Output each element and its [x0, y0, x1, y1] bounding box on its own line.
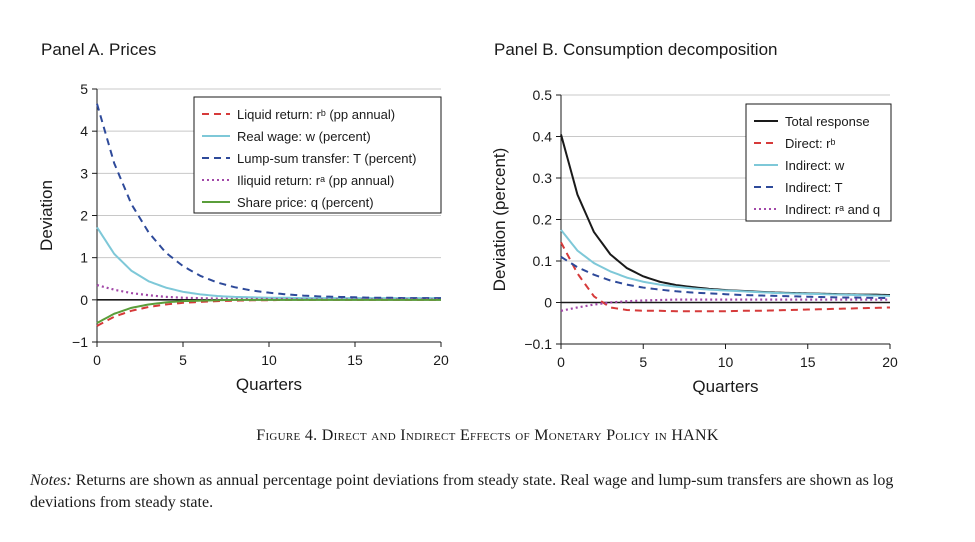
panel-b-xtick-label: 10 [718, 354, 734, 370]
panel-a-legend-entry: Lump-sum transfer: T (percent) [237, 151, 416, 166]
panel-a-ytick-label: 4 [80, 123, 88, 139]
panel-b-xtick-label: 5 [639, 354, 647, 370]
panel-a-legend-entry: Share price: q (percent) [237, 195, 374, 210]
panel-b-legend-entry: Direct: rᵇ [785, 136, 836, 151]
panel-b-xtick-label: 0 [557, 354, 565, 370]
caption-prefix: Figure 4. [256, 427, 318, 444]
figure-charts: −1 0 1 2 3 4 5 0 5 10 15 20 Quarters Deviation Liquid … [37, 81, 898, 396]
panel-a-ytick-label: 2 [80, 208, 88, 224]
panel-b-legend-entry: Indirect: rᵃ and q [785, 202, 880, 217]
panel-a-xtick-label: 5 [179, 352, 187, 368]
panel-a-xtick-label: 10 [261, 352, 277, 368]
panel-a-xtick-label: 0 [93, 352, 101, 368]
panel-a-legend-entry: Iliquid return: rᵃ (pp annual) [237, 173, 394, 188]
panel-b-xtick-label: 15 [800, 354, 816, 370]
panel-a-x-axis-label: Quarters [236, 375, 302, 394]
panel-a-legend-box [193, 96, 442, 214]
panel-b-ytick-label: 0.2 [533, 212, 553, 228]
panel-a-ytick-label: 0 [80, 292, 88, 308]
panel-b-ytick-label: −0.1 [524, 336, 552, 352]
panel-a-series-line-2 [96, 226, 441, 300]
panel-b-ytick-label: 0 [544, 295, 552, 311]
panel-a-legend-entry: Real wage: w (percent) [237, 129, 371, 144]
figure-caption: Figure 4. Direct and Indirect Effects of… [0, 427, 975, 445]
panel-b-ytick-label: 0.1 [533, 253, 553, 269]
panel-a-ytick-label: 5 [80, 81, 88, 97]
caption-text: Direct and Indirect Effects of Monetary … [321, 427, 719, 444]
panel-b-xtick-label: 20 [882, 354, 898, 370]
panel-b-series-line-3 [560, 229, 891, 297]
panel-b-legend-entry: Total response [785, 114, 870, 129]
panel-a-y-axis-label: Deviation [37, 180, 56, 251]
panel-a-xtick-label: 15 [347, 352, 363, 368]
panel-b-series-line-2 [560, 241, 891, 313]
notes-label: Notes: [30, 472, 72, 489]
panel-a-ytick-label: 1 [80, 250, 88, 266]
panel-b-series-line-4 [560, 256, 890, 299]
panel-a-title: Panel A. Prices [41, 40, 157, 59]
panel-b-x-axis-label: Quarters [692, 377, 758, 396]
panel-a-xtick-label: 20 [433, 352, 449, 368]
figure-notes: Notes: Returns are shown as annual perce… [30, 470, 945, 514]
panel-b-legend-entry: Indirect: w [785, 158, 845, 173]
panel-a-series-line-3 [96, 103, 441, 300]
panel-b-ytick-label: 0.3 [533, 170, 553, 186]
panel-a-ytick-label: 3 [80, 165, 88, 181]
panel-b-legend-box [745, 103, 892, 222]
panel-a-legend-entry: Liquid return: rᵇ (pp annual) [237, 107, 395, 122]
panel-b-ytick-label: 0.5 [533, 87, 553, 103]
panel-b-ytick-label: 0.4 [533, 129, 553, 145]
panel-a-series-line-5 [96, 298, 441, 324]
panel-b-legend-entry: Indirect: T [785, 180, 843, 195]
panel-b-title: Panel B. Consumption decomposition [494, 40, 778, 59]
notes-text: Returns are shown as annual percentage p… [30, 472, 894, 511]
panel-b-y-axis-label: Deviation (percent) [490, 148, 509, 292]
panel-a-ytick-label: −1 [72, 334, 88, 350]
panel-b-series-line-5 [560, 298, 890, 312]
